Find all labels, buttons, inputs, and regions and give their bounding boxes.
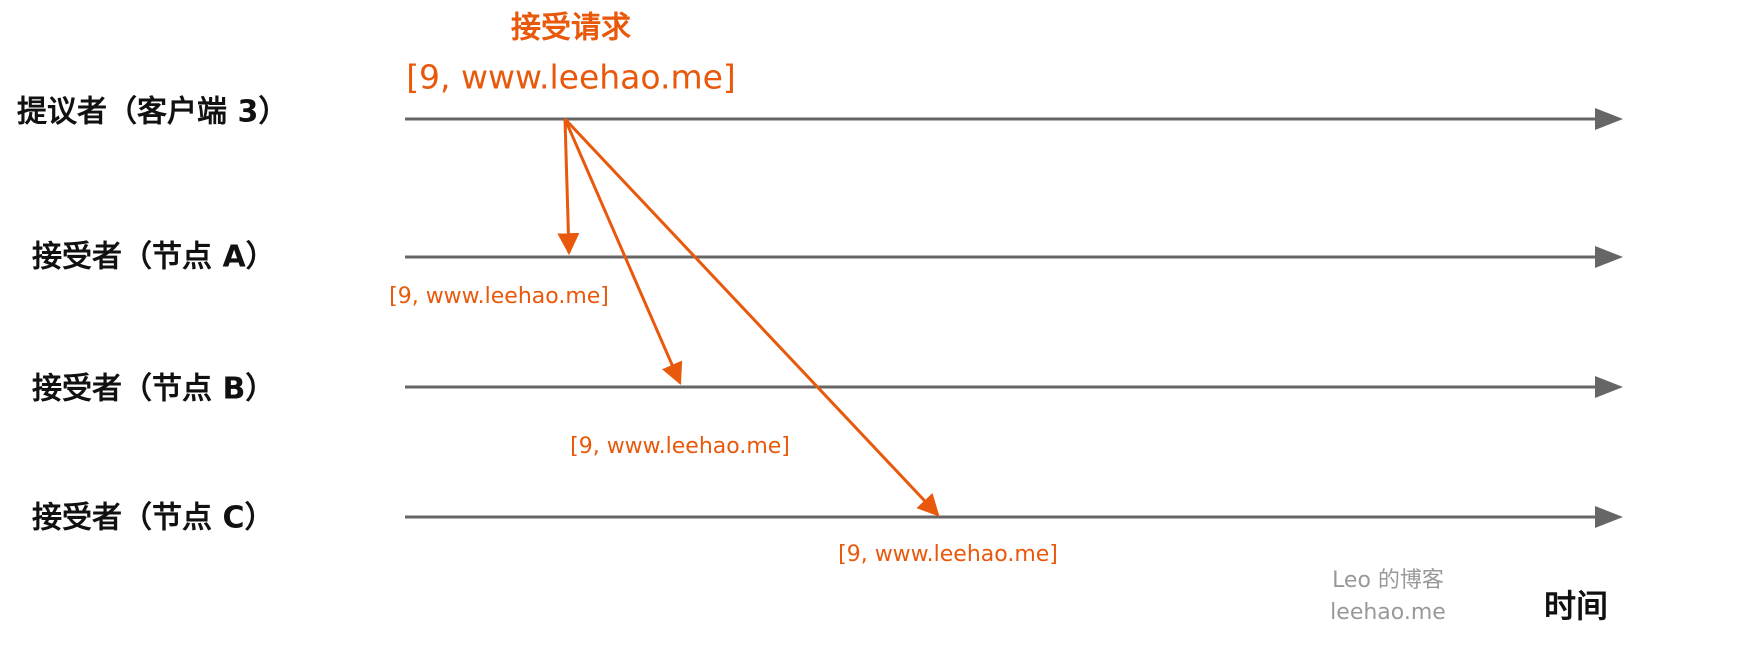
message-arrow: [563, 118, 683, 386]
arrowhead: [1595, 108, 1623, 130]
arrowhead: [1595, 376, 1623, 398]
message-arrow: [557, 118, 580, 256]
messages: [557, 117, 940, 517]
request-title: 接受请求: [511, 11, 631, 46]
message-label: [9, www.leehao.me]: [570, 434, 790, 459]
time-label: 时间: [1544, 587, 1608, 625]
watermark: leehao.me: [1330, 600, 1446, 625]
message-label: [9, www.leehao.me]: [389, 284, 609, 309]
acceptor-label: 接受者（节点 C）: [32, 501, 274, 536]
request-value: [9, www.leehao.me]: [406, 58, 736, 97]
watermark: Leo 的博客: [1332, 568, 1444, 593]
acceptor-label: 接受者（节点 A）: [32, 240, 276, 275]
timelines: [405, 108, 1623, 528]
acceptor-label: 接受者（节点 B）: [32, 372, 275, 407]
proposer-label: 提议者（客户端 3）: [17, 95, 288, 130]
message-arrow: [563, 117, 940, 517]
message-label: [9, www.leehao.me]: [838, 542, 1058, 567]
arrowhead: [1595, 246, 1623, 268]
arrowhead: [1595, 506, 1623, 528]
